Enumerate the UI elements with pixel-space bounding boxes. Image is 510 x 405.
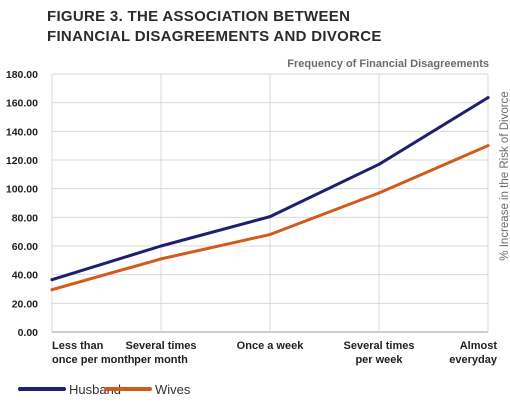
x-tick-label-line: everyday — [449, 354, 498, 366]
y-tick-label: 120.00 — [6, 155, 38, 167]
data-point-wives — [268, 233, 272, 237]
x-tick-label-line: per week — [355, 354, 403, 366]
x-tick-label: Several times per week — [344, 340, 415, 366]
series-lines — [50, 96, 490, 292]
x-tick-label-line: Several times — [344, 340, 415, 352]
y-tick-label: 160.00 — [6, 98, 38, 110]
grid-layer — [51, 73, 489, 333]
data-point-husband — [268, 215, 272, 219]
x-tick-label: Less than once per month — [52, 340, 135, 366]
data-point-wives — [377, 191, 381, 195]
y-tick-label: 60.00 — [12, 241, 38, 253]
legend-label-husband: Husband — [69, 382, 121, 397]
data-point-wives — [486, 144, 490, 148]
x-tick-label: Almost everyday — [449, 340, 498, 366]
data-point-husband — [486, 96, 490, 100]
legend: Husband Wives — [18, 382, 191, 397]
data-point-husband — [159, 244, 163, 248]
chart-title-line-1: FIGURE 3. THE ASSOCIATION BETWEEN — [47, 8, 350, 25]
x-tick-label-line: Less than — [52, 340, 104, 352]
x-tick-label-line: Once a week — [237, 340, 305, 352]
y-tick-label: 0.00 — [18, 327, 39, 339]
y-tick-labels: 0.00 20.00 40.00 60.00 80.00 100.00 120.00 140.… — [6, 69, 38, 339]
y-tick-label: 80.00 — [12, 212, 38, 224]
y-tick-label: 100.00 — [6, 184, 38, 196]
chart-subtitle: Frequency of Financial Disagreements — [287, 58, 489, 70]
data-point-husband — [377, 162, 381, 166]
x-tick-label-line: once per month — [52, 354, 135, 366]
x-tick-label-line: Several times — [126, 340, 197, 352]
x-tick-label-line: Almost — [460, 340, 498, 352]
x-tick-label-line: per month — [134, 354, 188, 366]
y-tick-label: 20.00 — [12, 298, 38, 310]
data-point-husband — [50, 278, 54, 282]
x-tick-label: Several times per month — [126, 340, 197, 366]
x-tick-label: Once a week — [237, 340, 305, 352]
x-tick-labels: Less than once per month Several times per … — [52, 340, 498, 366]
data-point-wives — [50, 288, 54, 292]
legend-label-wives: Wives — [155, 382, 191, 397]
y-tick-label: 40.00 — [12, 270, 38, 282]
y-axis-label: % Increase in the Risk of Divorce — [499, 91, 510, 260]
y-tick-label: 180.00 — [6, 69, 38, 81]
chart-title-line-2: FINANCIAL DISAGREEMENTS AND DIVORCE — [47, 28, 382, 45]
y-tick-label: 140.00 — [6, 126, 38, 138]
data-point-wives — [159, 257, 163, 261]
